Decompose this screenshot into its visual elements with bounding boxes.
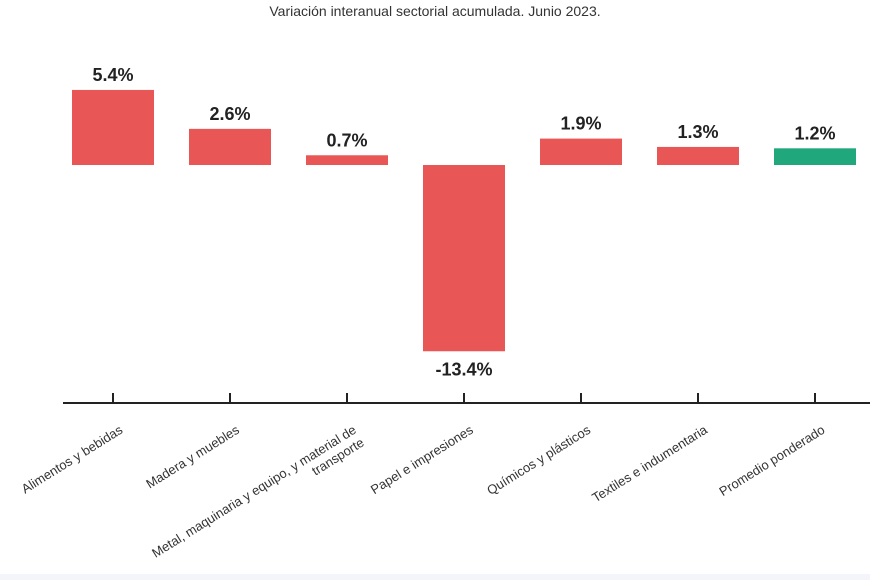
bar <box>189 128 271 165</box>
data-label: 1.2% <box>794 123 835 143</box>
data-label: 1.3% <box>677 122 718 142</box>
bar <box>72 89 154 165</box>
chart-title: Variación interanual sectorial acumulada… <box>269 3 601 19</box>
data-label: -13.4% <box>435 359 492 379</box>
data-label: 0.7% <box>326 130 367 150</box>
data-label: 5.4% <box>92 65 133 85</box>
data-label: 1.9% <box>560 114 601 134</box>
bar <box>540 138 622 165</box>
data-label: 2.6% <box>209 104 250 124</box>
bar <box>306 155 388 165</box>
bar <box>657 146 739 165</box>
bar <box>423 165 505 352</box>
bar <box>774 148 856 165</box>
bottom-strip <box>0 574 870 580</box>
